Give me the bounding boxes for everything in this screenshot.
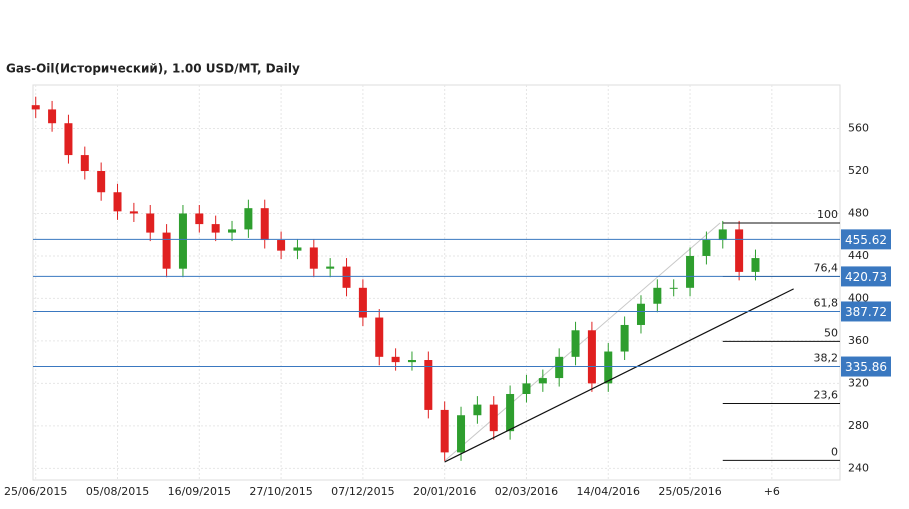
price-label: 335.86	[845, 360, 887, 374]
x-tick-label: 07/12/2015	[331, 485, 394, 498]
candle-body	[129, 211, 138, 214]
candle-body	[538, 378, 547, 384]
y-tick-label: 440	[848, 249, 869, 262]
candle-body	[146, 213, 155, 233]
candle-body	[620, 324, 629, 352]
candle-body	[473, 404, 482, 416]
chart-title: Gas-Oil(Исторический), 1.00 USD/MT, Dail…	[6, 62, 300, 76]
candle-body	[391, 356, 400, 363]
candle-body	[195, 213, 204, 225]
candle-body	[489, 404, 498, 432]
candle-body	[751, 258, 760, 272]
x-tick-label: 05/08/2015	[86, 485, 149, 498]
x-tick-label: 20/01/2016	[413, 485, 476, 498]
candle-body	[686, 255, 695, 288]
candle-body	[260, 208, 269, 241]
fib-guide	[444, 222, 721, 462]
y-tick-label: 360	[848, 334, 869, 347]
candle-body	[457, 415, 466, 453]
y-tick-label: 400	[848, 291, 869, 304]
candle-body	[358, 287, 367, 318]
y-tick-label: 320	[848, 376, 869, 389]
candle-body	[506, 393, 515, 432]
candle-body	[64, 123, 73, 156]
candle-body	[97, 171, 106, 193]
fib-label: 76,4	[814, 261, 839, 274]
fib-label: 23,6	[814, 389, 839, 402]
price-label: 387.72	[845, 305, 887, 319]
candle-body	[342, 266, 351, 288]
candle-body	[735, 229, 744, 272]
trendline	[444, 288, 794, 463]
fib-label: 0	[831, 445, 838, 458]
price-label: 455.62	[845, 233, 887, 247]
candle-body	[587, 330, 596, 384]
fib-label: 100	[817, 208, 838, 221]
fib-label: 50	[824, 326, 838, 339]
candle-body	[702, 240, 711, 256]
candle-body	[31, 105, 40, 110]
x-tick-label: +6	[764, 485, 780, 498]
candle-body	[113, 192, 122, 212]
price-box	[841, 229, 891, 250]
y-tick-label: 280	[848, 419, 869, 432]
x-tick-label: 02/03/2016	[495, 485, 558, 498]
x-tick-label: 14/04/2016	[577, 485, 640, 498]
candle-body	[293, 247, 302, 251]
fib-label: 61,8	[814, 296, 839, 309]
y-tick-label: 520	[848, 164, 869, 177]
candle-body	[407, 360, 416, 363]
candle-body	[80, 155, 89, 172]
candle-body	[309, 247, 318, 269]
candle-body	[424, 360, 433, 410]
candle-body	[326, 266, 335, 269]
candle-body	[522, 383, 531, 394]
candle-body	[636, 303, 645, 325]
candle-body	[669, 287, 678, 289]
candle-body	[277, 240, 286, 251]
plot-frame	[32, 84, 841, 481]
x-tick-label: 25/05/2016	[658, 485, 721, 498]
price-box	[841, 356, 891, 377]
x-tick-label: 25/06/2015	[4, 485, 67, 498]
candle-body	[244, 208, 253, 230]
candle-body	[178, 213, 187, 269]
candle-body	[653, 287, 662, 304]
x-tick-label: 27/10/2015	[249, 485, 312, 498]
candle-body	[440, 409, 449, 453]
price-box	[841, 301, 891, 322]
candle-body	[228, 229, 237, 233]
candle-body	[162, 232, 171, 269]
y-tick-label: 560	[848, 122, 869, 135]
candle-body	[211, 224, 220, 233]
y-tick-label: 240	[848, 461, 869, 474]
candle-body	[375, 317, 384, 357]
y-tick-label: 480	[848, 206, 869, 219]
candle-body	[604, 351, 613, 384]
price-box	[841, 266, 891, 287]
candle-body	[571, 330, 580, 357]
candle-body	[555, 356, 564, 379]
candle-body	[718, 229, 727, 241]
fib-label: 38,2	[814, 351, 839, 364]
candle-body	[48, 109, 57, 124]
price-label: 420.73	[845, 270, 887, 284]
x-tick-label: 16/09/2015	[168, 485, 231, 498]
